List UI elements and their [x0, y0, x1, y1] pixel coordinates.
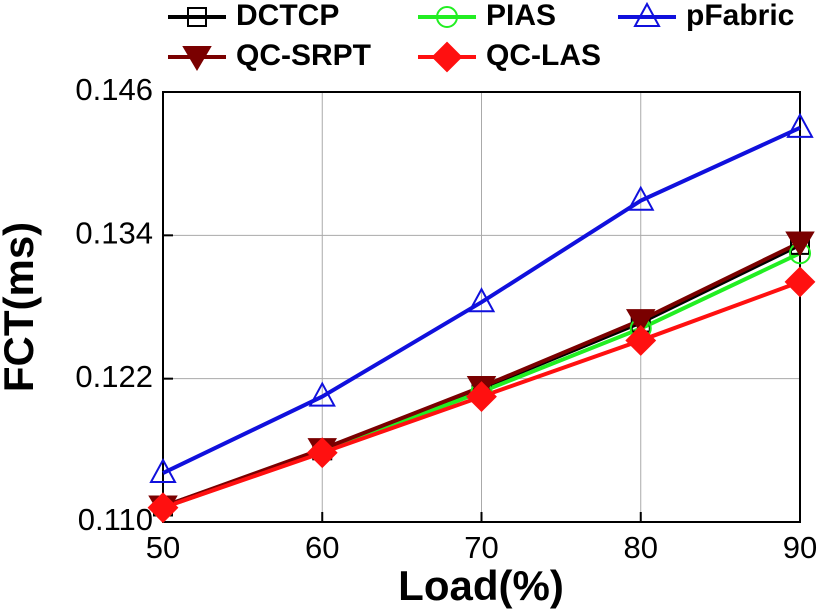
marker	[306, 437, 338, 469]
y-tick-label: 0.110	[78, 502, 153, 537]
marker	[149, 457, 177, 484]
marker	[625, 325, 657, 356]
plot-frame	[162, 91, 801, 523]
marker	[786, 112, 814, 138]
y-axis-label: FCT(ms)	[0, 222, 42, 392]
x-axis-label: Load(%)	[398, 562, 564, 609]
series-line	[162, 126, 801, 475]
marker	[308, 381, 336, 407]
x-tick-label: 90	[783, 530, 817, 565]
legend-label: pFabric	[686, 0, 794, 32]
legend-marker	[187, 7, 207, 27]
marker	[466, 381, 497, 412]
x-tick-label: 50	[146, 530, 180, 565]
legend-label: QC-SRPT	[236, 39, 371, 72]
marker	[784, 266, 816, 298]
y-tick-label: 0.134	[75, 216, 153, 251]
legend-marker	[436, 6, 458, 28]
marker	[625, 309, 656, 335]
marker	[467, 287, 496, 313]
x-tick-label: 60	[305, 530, 339, 565]
marker	[627, 185, 655, 211]
y-tick-label: 0.146	[75, 72, 153, 107]
x-tick-label: 80	[624, 530, 658, 565]
legend-label: QC-LAS	[486, 39, 601, 72]
legend-marker	[182, 46, 212, 71]
marker	[147, 492, 179, 524]
y-tick-label: 0.122	[75, 359, 153, 394]
marker	[785, 231, 815, 257]
legend-marker	[633, 1, 661, 27]
legend-marker	[431, 41, 463, 73]
x-tick-label: 70	[464, 530, 498, 565]
legend-label: PIAS	[486, 0, 556, 32]
legend-label: DCTCP	[236, 0, 339, 32]
